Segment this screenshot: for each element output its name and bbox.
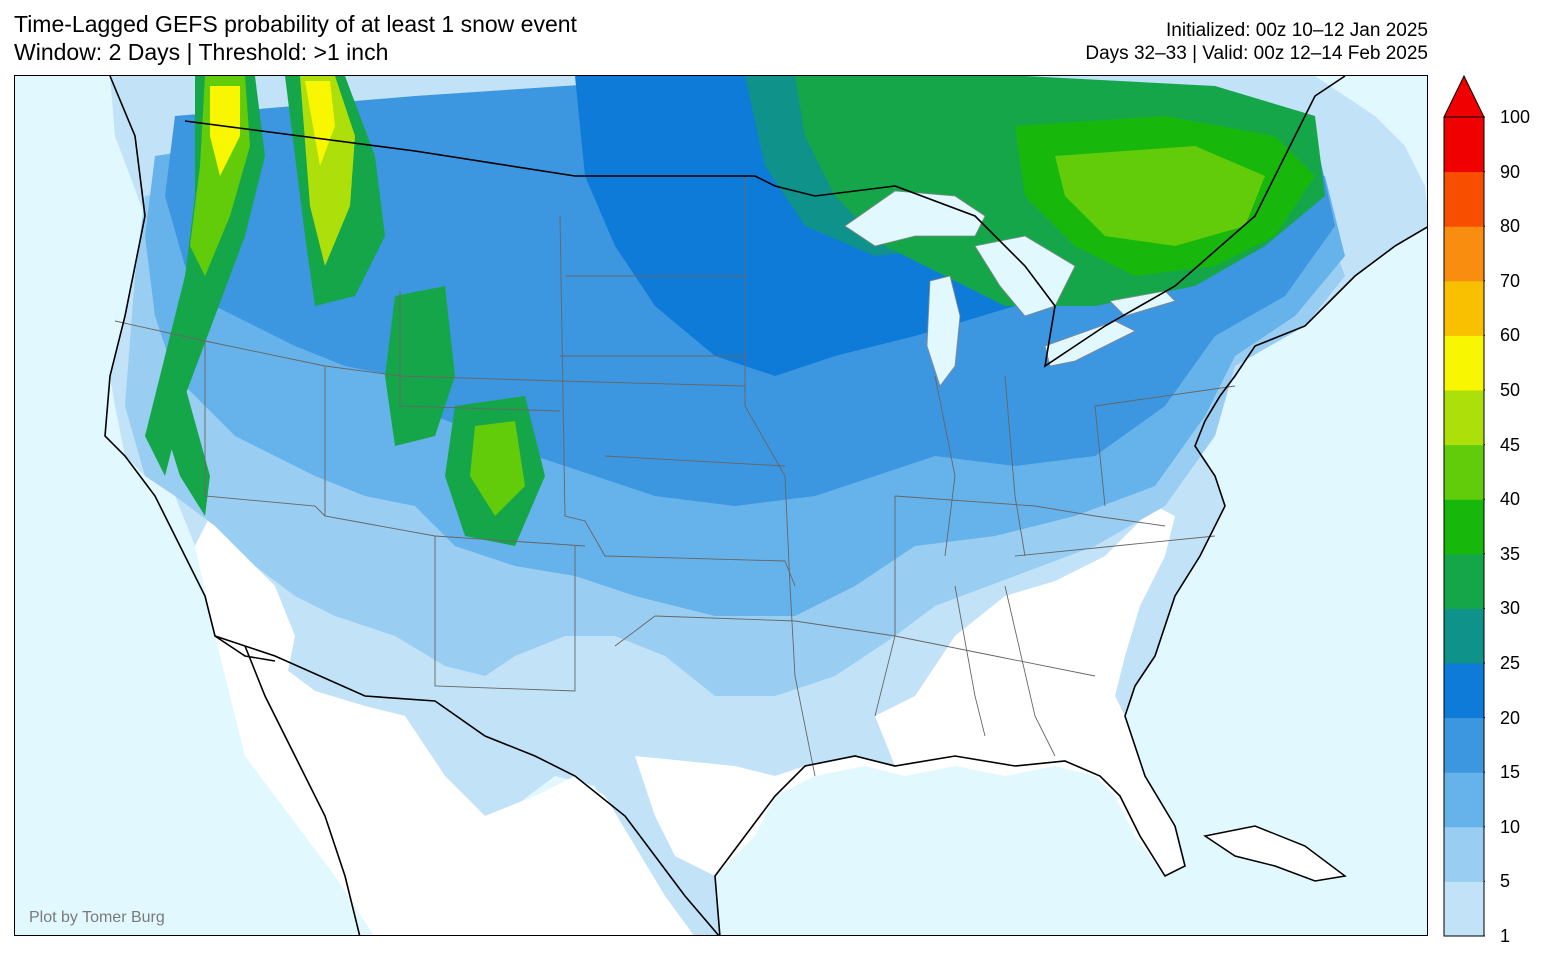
lake-ontario (1109, 290, 1176, 317)
map-area: Plot by Tomer Burg (14, 75, 1428, 936)
colorbar-segment (1444, 499, 1484, 555)
islands (1203, 825, 1347, 882)
shade-50-idaho (305, 81, 335, 166)
colorbar-border (1443, 116, 1485, 937)
colorbar-segment (1444, 390, 1484, 446)
colorbar-segment (1444, 608, 1484, 664)
valid-text: Days 32–33 | Valid: 00z 12–14 Feb 2025 (1085, 43, 1428, 64)
colorbar-tick-label: 20 (1500, 707, 1521, 728)
colorbar-segment (1444, 553, 1484, 609)
initialized-text: Initialized: 00z 10–12 Jan 2025 (1166, 20, 1428, 41)
colorbar-segment (1444, 226, 1484, 282)
land-mexico (215, 636, 694, 935)
colorbar-segment (1444, 881, 1484, 937)
colorbar-segment (1444, 335, 1484, 391)
zero-southwest (195, 506, 295, 686)
colorbar-tick-label: 80 (1500, 216, 1521, 237)
shade-50-west (210, 86, 240, 176)
colorbar-tick-label: 30 (1500, 598, 1521, 619)
zero-south (635, 506, 1185, 876)
colorbar-tick-label: 40 (1500, 489, 1521, 510)
colorbar-tick-label: 50 (1500, 380, 1521, 400)
colorbar (1443, 75, 1485, 937)
colorbar-tick-label: 5 (1500, 871, 1511, 892)
colorbar-segment (1444, 280, 1484, 336)
lake-michigan (926, 275, 961, 387)
colorbar-tick-label: 1 (1500, 926, 1511, 946)
colorbar-tick-label: 15 (1500, 762, 1521, 783)
title-line-2: Window: 2 Days | Threshold: >1 inch (14, 39, 389, 65)
state-lines (114, 176, 1236, 777)
shade-40 (1055, 146, 1265, 246)
colorbar-segment (1444, 772, 1484, 828)
colorbar-segment (1444, 444, 1484, 500)
colorbar-segment (1444, 171, 1484, 227)
colorbar-tick-label: 45 (1500, 434, 1521, 455)
title-line-1: Time-Lagged GEFS probability of at least… (14, 11, 577, 37)
colorbar-tick-label: 60 (1500, 325, 1521, 346)
colorbar-tick-label: 100 (1500, 107, 1531, 127)
colorbar-segment (1444, 717, 1484, 773)
lake-superior (844, 190, 986, 247)
colorbar-tick-label: 10 (1500, 816, 1521, 837)
colorbar-tick-label: 25 (1500, 653, 1521, 673)
colorbar-segment (1444, 117, 1484, 173)
colorbar-tick-label: 35 (1500, 543, 1521, 564)
colorbar-segment (1444, 826, 1484, 882)
borders (104, 76, 1427, 935)
colorbar-tick-label: 90 (1500, 161, 1521, 182)
credit-text: Plot by Tomer Burg (29, 909, 165, 926)
map-svg (15, 76, 1427, 935)
colorbar-segment (1444, 663, 1484, 719)
shade-30-sierra (155, 386, 210, 516)
colorbar-extend-arrow (1443, 75, 1485, 118)
colorbar-tick-label: 70 (1500, 270, 1521, 291)
shade-40-colorado (470, 421, 525, 516)
map-subtitle: Initialized: 00z 10–12 Jan 2025 Days 32–… (1085, 19, 1428, 65)
map-title: Time-Lagged GEFS probability of at least… (14, 10, 577, 66)
